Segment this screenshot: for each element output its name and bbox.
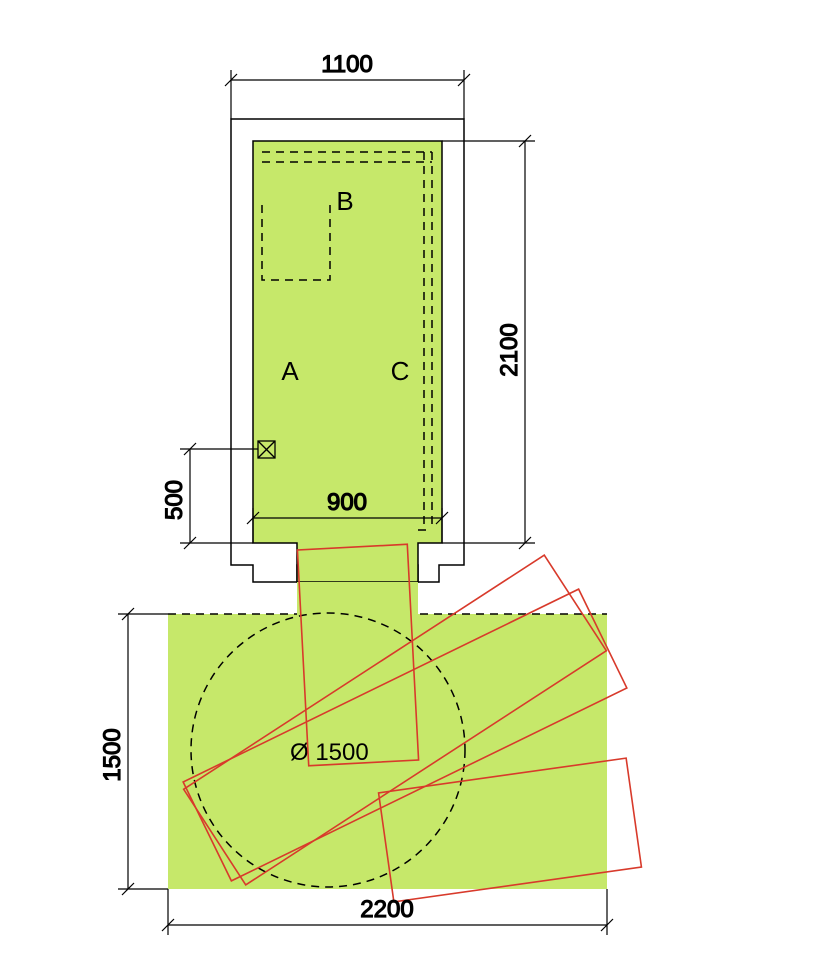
dim-bottom-text: 2200 <box>360 896 413 923</box>
dim-left-1500-text: 1500 <box>99 728 126 781</box>
dim-left-500-text: 500 <box>161 480 188 520</box>
label-c: C <box>391 356 410 386</box>
dim-right-text: 2100 <box>496 323 523 376</box>
diameter-label: Ø 1500 <box>290 739 369 766</box>
door-passage <box>297 582 418 615</box>
dim-top-text: 1100 <box>321 51 373 78</box>
label-b: B <box>336 186 353 216</box>
floorplan-diagram: B A C Ø 1500 <box>0 0 824 961</box>
maneuver-area <box>168 614 607 889</box>
label-a: A <box>281 356 299 386</box>
dim-door-text: 900 <box>327 489 367 516</box>
